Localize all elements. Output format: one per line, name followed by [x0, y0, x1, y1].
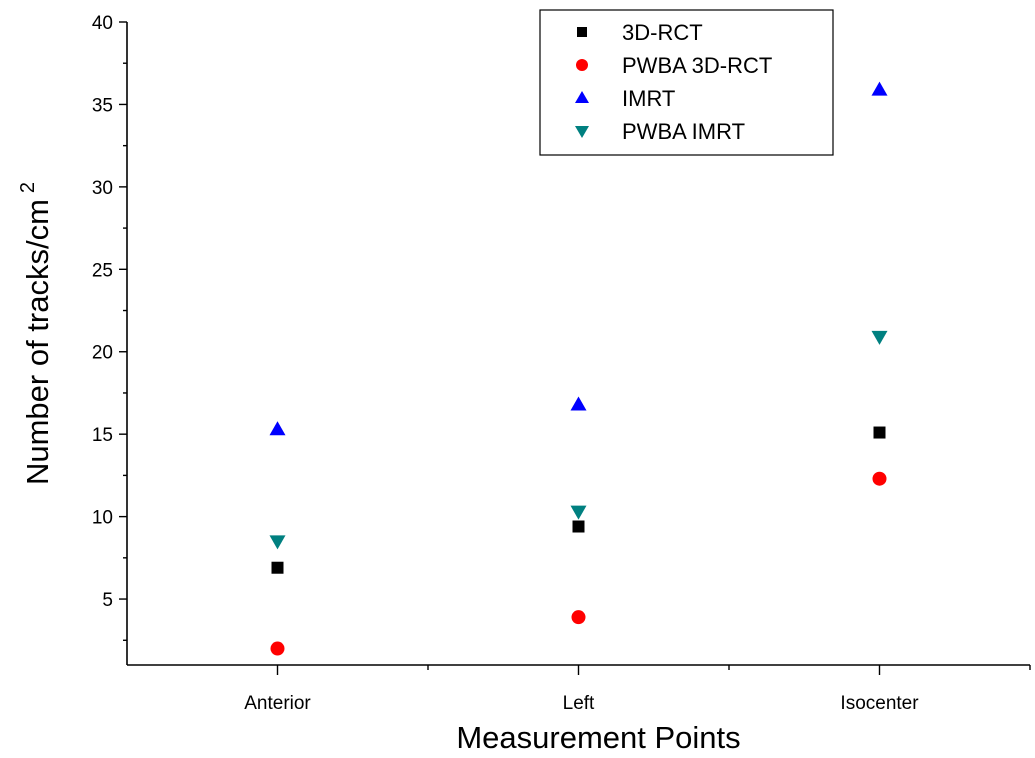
legend-box	[539, 9, 834, 156]
legend-label: PWBA IMRT	[622, 119, 745, 144]
y-axis-title-text: Number of tracks/cm	[20, 199, 55, 485]
legend-label: PWBA 3D-RCT	[622, 53, 772, 78]
legend-label: 3D-RCT	[622, 20, 703, 45]
data-point	[269, 535, 286, 550]
data-point	[570, 505, 587, 520]
data-point	[871, 81, 888, 96]
x-axis-title: Measurement Points	[456, 720, 740, 755]
data-point	[271, 561, 284, 574]
data-points	[269, 81, 888, 656]
data-point	[873, 426, 886, 439]
legend-marker	[576, 59, 588, 71]
legend-items: 3D-RCT PWBA 3D-RCT IMRT PWBA IMRT	[575, 20, 772, 144]
x-ticks: Anterior Left Isocenter	[244, 665, 1031, 714]
y-tick-label: 20	[92, 343, 113, 364]
data-point	[572, 520, 585, 533]
y-tick-label: 5	[102, 590, 113, 611]
axes: 5 10 15 20 25 30 35 40 Anterior Left Isocenter	[92, 13, 1031, 714]
data-point	[570, 396, 587, 411]
legend-marker	[575, 91, 589, 103]
y-axis-title: Number of tracks/cm 2	[17, 182, 55, 485]
y-ticks: 5 10 15 20 25 30 35 40	[92, 13, 127, 641]
legend-label: IMRT	[622, 86, 675, 111]
y-tick-label: 35	[92, 95, 113, 116]
y-tick-label: 30	[92, 178, 113, 199]
y-tick-label: 15	[92, 425, 113, 446]
x-tick-label: Anterior	[244, 693, 311, 714]
legend-marker	[577, 27, 587, 37]
y-tick-label: 40	[92, 13, 113, 34]
y-tick-label: 25	[92, 260, 113, 281]
y-axis-title-superscript: 2	[17, 182, 39, 193]
data-point	[571, 610, 586, 625]
y-tick-label: 10	[92, 508, 113, 529]
x-tick-label: Left	[563, 693, 595, 714]
data-point	[871, 330, 888, 345]
x-tick-label: Isocenter	[840, 693, 919, 714]
legend-marker	[575, 126, 589, 138]
data-point	[269, 421, 286, 436]
data-point	[872, 471, 887, 486]
data-point	[270, 641, 285, 656]
legend: 3D-RCT PWBA 3D-RCT IMRT PWBA IMRT	[539, 9, 834, 156]
